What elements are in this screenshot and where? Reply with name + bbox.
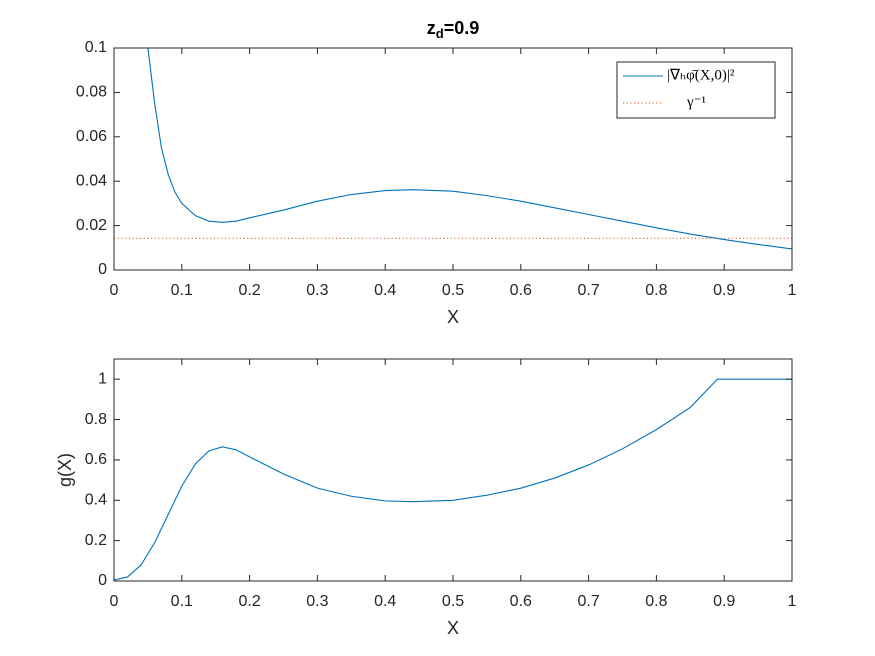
- y-tick-label: 0.08: [76, 84, 107, 101]
- x-tick-label: 0.5: [442, 593, 464, 610]
- x-tick-label: 0.7: [577, 282, 599, 299]
- legend-label: γ⁻¹: [686, 94, 706, 110]
- x-axis-label: X: [447, 307, 459, 327]
- y-tick-label: 0.6: [85, 451, 107, 468]
- data-line: [147, 48, 792, 250]
- title-suffix: =0.9: [444, 18, 480, 38]
- x-tick-label: 0.1: [171, 593, 193, 610]
- data-line: [114, 378, 792, 581]
- y-tick-label: 1: [98, 370, 107, 387]
- x-tick-label: 0.8: [645, 282, 667, 299]
- legend-box: [616, 61, 776, 119]
- y-tick-label: 0.2: [85, 532, 107, 549]
- y-axis-label: g(X): [55, 453, 75, 487]
- y-tick-label: 0.8: [85, 411, 107, 428]
- y-tick-label: 0.1: [85, 39, 107, 56]
- y-tick-label: 0.04: [76, 172, 107, 189]
- x-axis-label: X: [447, 618, 459, 638]
- chart-title: zd=0.9: [427, 18, 480, 42]
- x-tick-label: 0.7: [577, 593, 599, 610]
- x-tick-label: 0.8: [645, 593, 667, 610]
- x-tick-label: 0.3: [306, 593, 328, 610]
- x-tick-label: 0.6: [510, 282, 532, 299]
- x-tick-label: 0: [110, 593, 119, 610]
- title-main: z: [427, 18, 436, 38]
- x-tick-label: 0.4: [374, 593, 396, 610]
- x-tick-label: 0.6: [510, 593, 532, 610]
- axes-background: [114, 359, 792, 581]
- x-tick-label: 1: [788, 593, 797, 610]
- x-tick-label: 1: [788, 282, 797, 299]
- legend-label: |∇ₕφ̄(X,0)|²: [667, 67, 735, 83]
- x-tick-label: 0.9: [713, 593, 735, 610]
- x-tick-label: 0: [110, 282, 119, 299]
- x-tick-label: 0.2: [238, 282, 260, 299]
- x-tick-label: 0.1: [171, 282, 193, 299]
- x-tick-label: 0.4: [374, 282, 396, 299]
- y-tick-label: 0.02: [76, 217, 107, 234]
- x-tick-label: 0.9: [713, 282, 735, 299]
- x-tick-label: 0.2: [238, 593, 260, 610]
- y-tick-label: 0.06: [76, 128, 107, 145]
- x-tick-label: 0.3: [306, 282, 328, 299]
- y-tick-label: 0: [98, 572, 107, 589]
- title-subscript: d: [436, 26, 444, 41]
- y-tick-label: 0.4: [85, 491, 107, 508]
- y-tick-label: 0: [98, 261, 107, 278]
- x-tick-label: 0.5: [442, 282, 464, 299]
